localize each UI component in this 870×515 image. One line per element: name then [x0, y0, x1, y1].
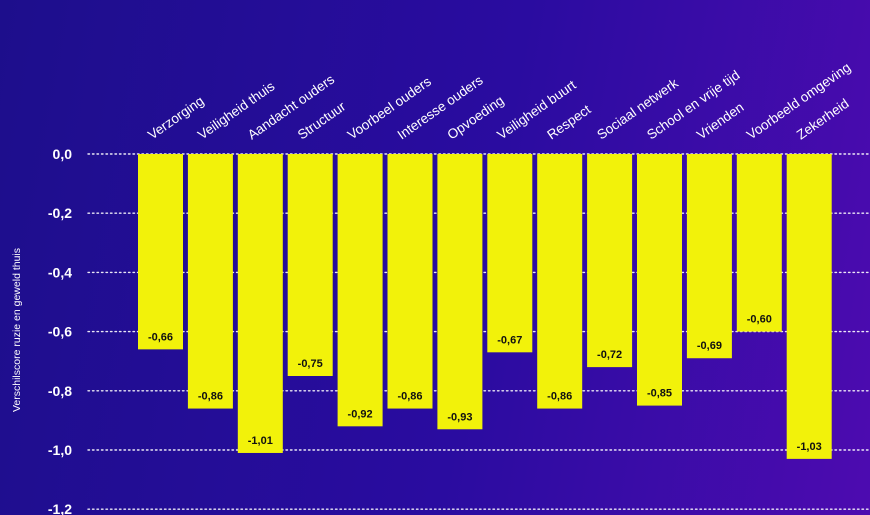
y-tick-labels: 0,0 -0,2 -0,4 -0,6 -0,8 -1,0 -1,2	[48, 146, 72, 515]
bar-value-label: -0,67	[497, 334, 522, 346]
y-axis-title: Verschilscore ruzie en geweld thuis	[11, 248, 23, 412]
bar-value-label: -0,75	[298, 358, 323, 370]
bar	[736, 154, 782, 332]
bar-value-label: -1,03	[797, 441, 822, 453]
bar	[587, 154, 633, 368]
category-label: School en vrije tijd	[644, 67, 742, 142]
bar	[187, 154, 233, 409]
y-tick-label: 0,0	[53, 146, 73, 162]
bar	[287, 154, 333, 376]
bar	[487, 154, 533, 353]
bar	[337, 154, 383, 427]
y-tick-label: -1,0	[48, 442, 72, 458]
bar-value-label: -0,86	[397, 391, 422, 403]
bar	[537, 154, 583, 409]
y-tick-label: -1,2	[48, 501, 72, 515]
bar	[387, 154, 433, 409]
y-tick-label: -0,4	[48, 264, 72, 280]
category-label: Sociaal netwerk	[594, 75, 681, 142]
bar-value-label: -0,66	[148, 331, 173, 343]
bar	[237, 154, 283, 453]
bar-value-label: -0,60	[747, 314, 772, 326]
bar-value-label: -0,86	[198, 391, 223, 403]
bar	[637, 154, 682, 406]
y-tick-label: -0,6	[48, 324, 72, 340]
category-label: Aandacht ouders	[245, 71, 337, 142]
bar	[686, 154, 732, 359]
category-label: Voorbeel ouders	[345, 74, 434, 143]
bar-value-label: -1,01	[248, 435, 273, 447]
bar	[138, 154, 183, 350]
bars: -0,66 -0,86 -1,01 -0,75 -0,92 -0,86 -0,93 -0,67…	[138, 154, 832, 459]
bar-value-label: -0,92	[348, 408, 373, 420]
bar	[437, 154, 483, 430]
bar-value-label: -0,69	[697, 340, 722, 352]
bar-value-label: -0,85	[647, 388, 672, 400]
bar-value-label: -0,86	[547, 391, 572, 403]
y-tick-label: -0,2	[48, 205, 72, 221]
category-label: Interesse ouders	[395, 72, 486, 142]
y-tick-label: -0,8	[48, 383, 72, 399]
bar-value-label: -0,72	[597, 349, 622, 361]
bar-value-label: -0,93	[447, 411, 472, 423]
bar	[786, 154, 832, 459]
